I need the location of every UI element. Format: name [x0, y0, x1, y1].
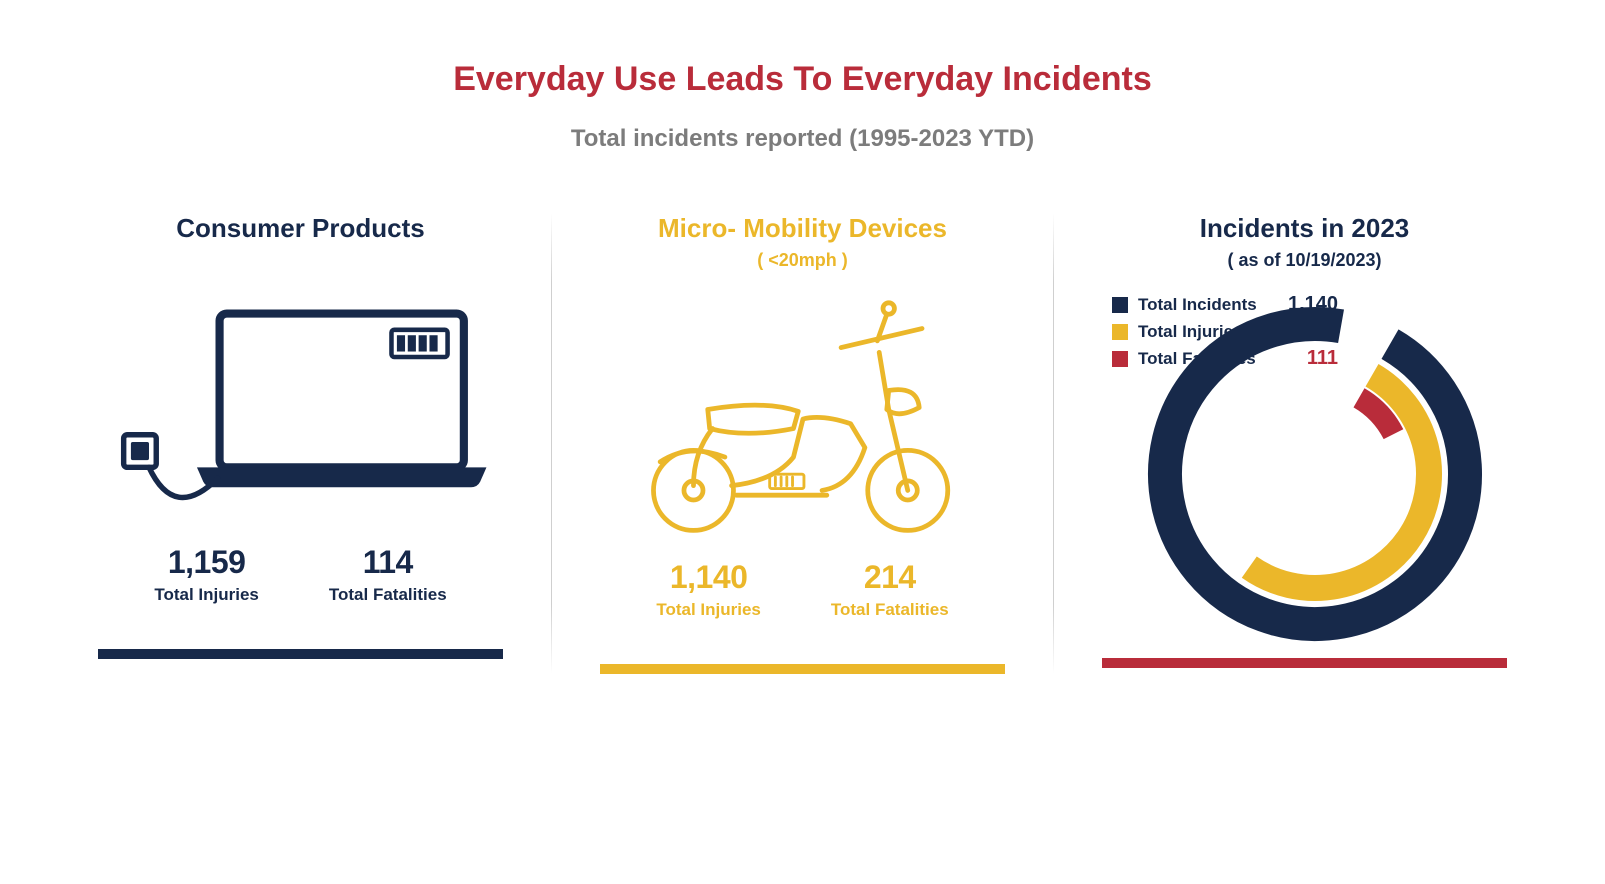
micro-stats: 1,140 Total Injuries 214 Total Fatalitie… — [656, 559, 948, 620]
stat-value: 214 — [831, 559, 949, 596]
stat-value: 1,140 — [656, 559, 761, 596]
panel-year-title: Incidents in 2023 — [1200, 213, 1410, 244]
panel-micro: Micro- Mobility Devices ( <20mph ) — [582, 213, 1023, 674]
consumer-stats: 1,159 Total Injuries 114 Total Fatalitie… — [154, 544, 446, 605]
consumer-fatalities: 114 Total Fatalities — [329, 544, 447, 605]
stat-value: 114 — [329, 544, 447, 581]
divider — [1053, 213, 1054, 674]
laptop-plug-icon — [80, 274, 521, 534]
consumer-underline — [98, 649, 504, 659]
stat-value: 1,159 — [154, 544, 259, 581]
page-title: Everyday Use Leads To Everyday Incidents — [80, 60, 1525, 99]
stat-label: Total Fatalities — [329, 585, 447, 605]
panel-year: Incidents in 2023 ( as of 10/19/2023) To… — [1084, 213, 1525, 674]
panel-micro-title: Micro- Mobility Devices — [658, 213, 947, 244]
stat-label: Total Injuries — [656, 600, 761, 620]
micro-underline — [600, 664, 1006, 674]
micro-injuries: 1,140 Total Injuries — [656, 559, 761, 620]
panel-consumer: Consumer Products — [80, 213, 521, 674]
scooter-icon — [582, 289, 1023, 549]
year-underline — [1102, 658, 1508, 668]
panel-micro-sub: ( <20mph ) — [757, 250, 848, 271]
donut-chart — [1125, 284, 1485, 614]
stat-label: Total Injuries — [154, 585, 259, 605]
consumer-injuries: 1,159 Total Injuries — [154, 544, 259, 605]
micro-fatalities: 214 Total Fatalities — [831, 559, 949, 620]
panel-year-sub: ( as of 10/19/2023) — [1227, 250, 1381, 271]
panels-row: Consumer Products — [80, 213, 1525, 674]
divider — [551, 213, 552, 674]
page-subtitle: Total incidents reported (1995-2023 YTD) — [80, 125, 1525, 153]
stat-label: Total Fatalities — [831, 600, 949, 620]
panel-consumer-title: Consumer Products — [176, 213, 425, 244]
